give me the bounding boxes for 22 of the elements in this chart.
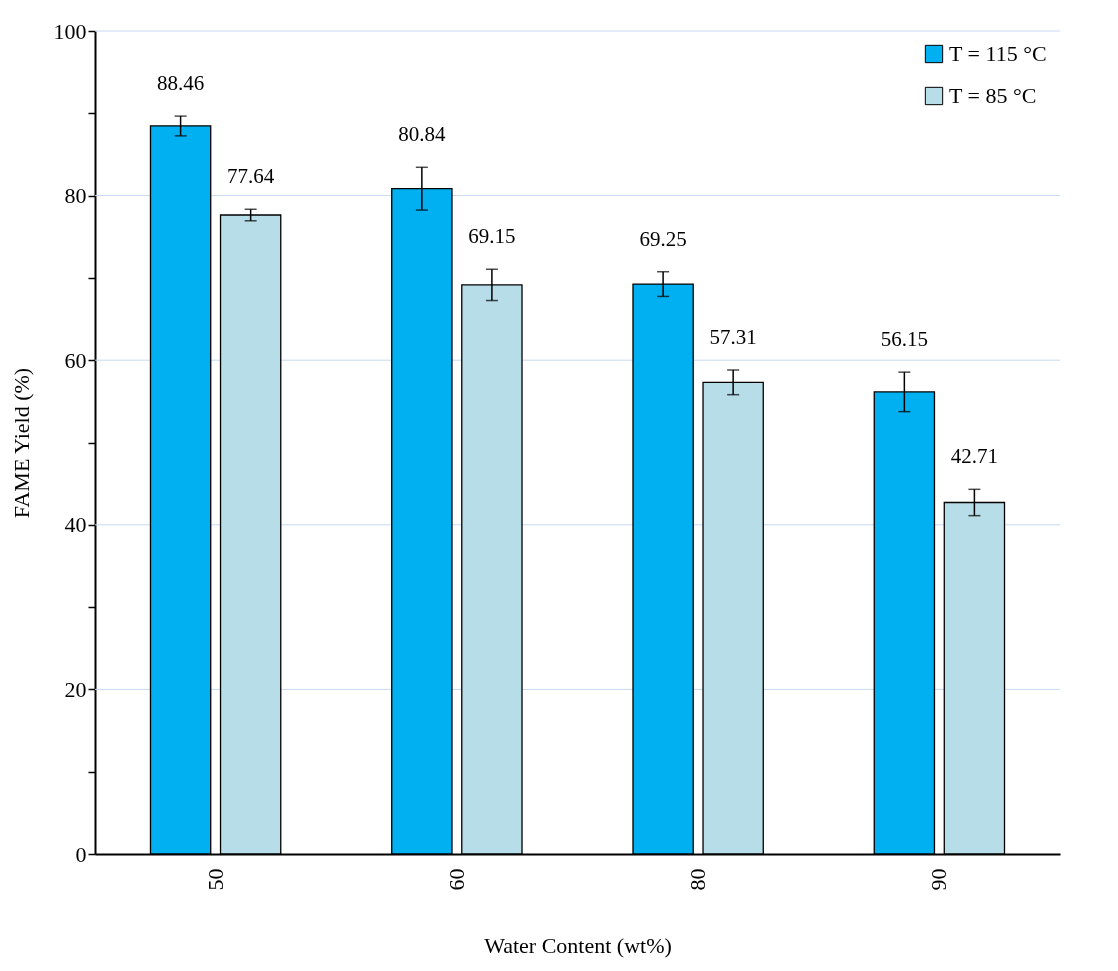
y-tick-label: 0 — [75, 841, 87, 867]
data-label: 80.84 — [398, 122, 446, 147]
y-axis-title: FAME Yield (%) — [8, 367, 34, 519]
data-label: 77.64 — [227, 164, 275, 189]
legend-label: T = 85 °C — [949, 83, 1037, 108]
data-label: 42.71 — [950, 444, 999, 469]
y-tick-label: 40 — [64, 512, 87, 538]
data-label: 57.31 — [709, 324, 757, 349]
x-tick-label: 50 — [202, 868, 228, 891]
x-tick-label: 90 — [926, 868, 952, 891]
y-tick-label: 60 — [64, 347, 87, 373]
data-label: 88.46 — [156, 71, 205, 96]
x-tick-label: 60 — [443, 868, 469, 891]
y-tick-label: 80 — [64, 183, 87, 209]
data-label: 69.15 — [468, 224, 516, 249]
data-label: 69.25 — [639, 226, 687, 251]
x-tick-label: 80 — [685, 868, 711, 891]
legend-label: T = 115 °C — [949, 41, 1047, 66]
data-label: 56.15 — [880, 327, 928, 352]
y-tick-label: 20 — [64, 676, 87, 702]
x-axis-title: Water Content (wt%) — [484, 932, 672, 958]
y-tick-label: 100 — [53, 18, 87, 44]
